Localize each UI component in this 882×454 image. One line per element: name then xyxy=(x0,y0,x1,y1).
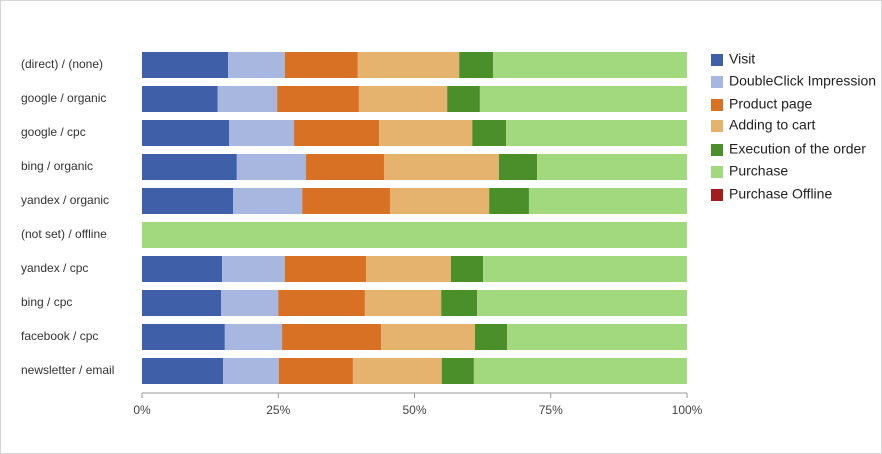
legend-swatch xyxy=(711,144,723,156)
bar-segment xyxy=(357,52,460,78)
bar-segment xyxy=(451,256,484,282)
y-tick-label: newsletter / email xyxy=(21,363,114,377)
bar-segment xyxy=(441,358,474,384)
legend-swatch xyxy=(711,120,723,132)
bar-segment xyxy=(389,188,490,214)
bar-segment xyxy=(294,120,380,146)
bar-segment xyxy=(221,290,279,316)
legend-label: Purchase xyxy=(729,163,788,179)
bar-segment xyxy=(142,120,230,146)
bar-segment xyxy=(284,256,366,282)
bar-segment xyxy=(537,154,687,180)
y-tick-label: bing / cpc xyxy=(21,295,72,309)
bar-segment xyxy=(447,86,480,112)
legend-swatch xyxy=(711,76,723,88)
bar-segment xyxy=(236,154,307,180)
legend-label: DoubleClick Impression xyxy=(729,73,876,89)
bar-segment xyxy=(142,188,234,214)
bar-segment xyxy=(142,324,225,350)
legend-label: Visit xyxy=(729,51,755,67)
bar-segment xyxy=(492,52,687,78)
x-tick-label: 0% xyxy=(133,403,151,417)
legend-swatch xyxy=(711,99,723,111)
x-tick-label: 100% xyxy=(672,403,703,417)
bar-segment xyxy=(472,120,507,146)
legend-label: Execution of the order xyxy=(729,141,866,157)
y-tick-label: google / cpc xyxy=(21,125,86,139)
bar-segment xyxy=(142,290,222,316)
bar-segment xyxy=(233,188,303,214)
bar-segment xyxy=(383,154,499,180)
bar-segment xyxy=(223,358,279,384)
bar-segment xyxy=(489,188,529,214)
y-tick-label: facebook / cpc xyxy=(21,329,98,343)
x-tick-label: 50% xyxy=(402,403,426,417)
y-tick-label: (not set) / offline xyxy=(21,227,107,241)
bar-segment xyxy=(142,52,229,78)
bar-segment xyxy=(282,324,382,350)
bar-segment xyxy=(142,256,223,282)
bar-segment xyxy=(142,222,687,248)
legend-swatch xyxy=(711,166,723,178)
bar-segment xyxy=(277,86,359,112)
bar-segment xyxy=(473,358,687,384)
y-tick-label: bing / organic xyxy=(21,159,93,173)
bar-segment xyxy=(506,120,687,146)
bar-segment xyxy=(379,120,473,146)
bar-segment xyxy=(217,86,278,112)
bar-segment xyxy=(381,324,475,350)
bar-segment xyxy=(498,154,538,180)
legend-label: Product page xyxy=(729,96,812,112)
bar-segment xyxy=(142,86,218,112)
bar-segment xyxy=(352,358,442,384)
bar-segment xyxy=(474,324,508,350)
x-tick-label: 75% xyxy=(539,403,563,417)
bar-segment xyxy=(365,256,452,282)
legend-label: Purchase Offline xyxy=(729,186,832,202)
legend-swatch xyxy=(711,189,723,201)
legend-swatch xyxy=(711,54,723,66)
bar-segment xyxy=(278,358,353,384)
bar-segment xyxy=(364,290,442,316)
legend-label: Adding to cart xyxy=(729,117,815,133)
bar-segment xyxy=(222,256,285,282)
bar-segment xyxy=(441,290,478,316)
bar-segment xyxy=(228,52,285,78)
y-tick-label: (direct) / (none) xyxy=(21,57,103,71)
bar-segment xyxy=(528,188,687,214)
bar-segment xyxy=(477,290,687,316)
y-tick-label: yandex / organic xyxy=(21,193,109,207)
bar-segment xyxy=(229,120,295,146)
bar-segment xyxy=(278,290,365,316)
y-tick-label: yandex / cpc xyxy=(21,261,88,275)
bar-segment xyxy=(483,256,687,282)
bar-segment xyxy=(284,52,358,78)
x-tick-label: 25% xyxy=(266,403,290,417)
bar-segment xyxy=(358,86,448,112)
bar-segment xyxy=(306,154,384,180)
bar-segment xyxy=(459,52,493,78)
bar-segment xyxy=(224,324,283,350)
bar-segment xyxy=(479,86,687,112)
bar-segment xyxy=(142,358,224,384)
y-tick-label: google / organic xyxy=(21,91,106,105)
bar-segment xyxy=(507,324,687,350)
bar-segment xyxy=(142,154,237,180)
bar-segment xyxy=(302,188,390,214)
